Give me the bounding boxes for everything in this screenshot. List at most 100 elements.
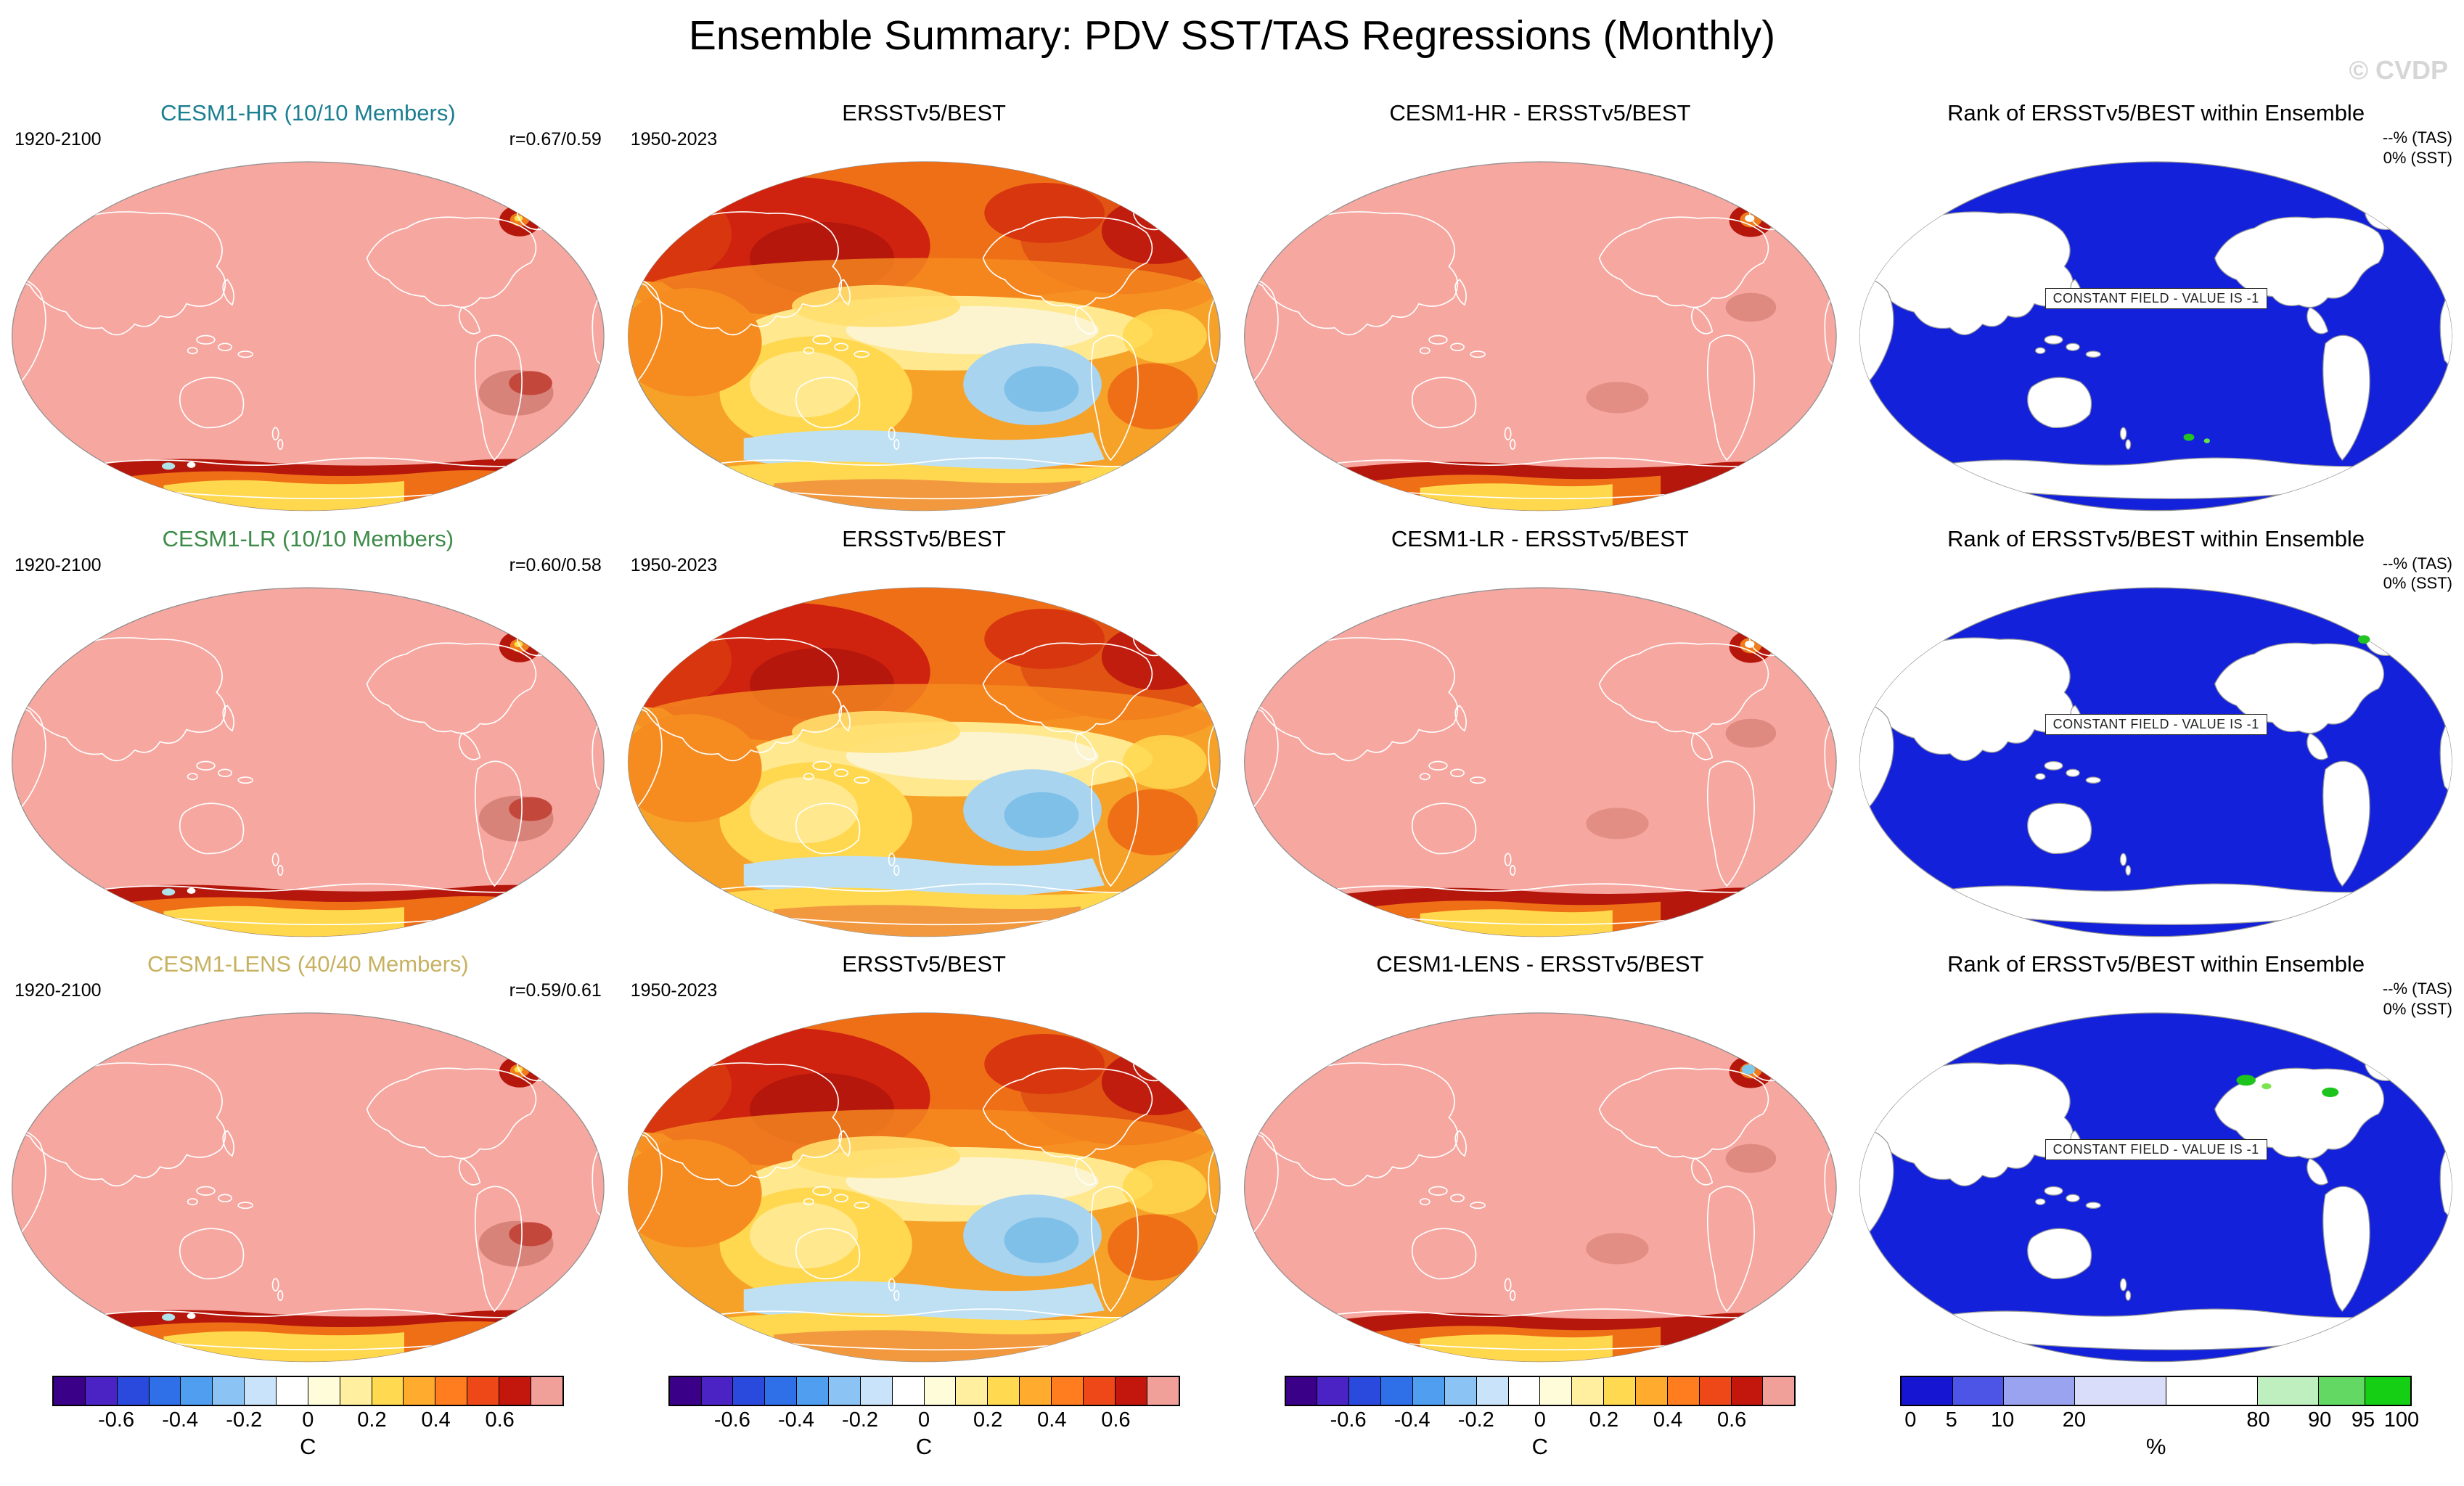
colorbar-tick-label: -0.2 <box>842 1408 879 1432</box>
world-map-model <box>7 577 609 948</box>
rank-green-spots <box>2236 1075 2339 1098</box>
colorbar-segment <box>403 1377 435 1405</box>
colorbar-segment <box>1348 1377 1381 1405</box>
figure-title: Ensemble Summary: PDV SST/TAS Regression… <box>688 12 1776 59</box>
colorbar-segment <box>84 1377 117 1405</box>
panel-correlation: r=0.67/0.59 <box>509 129 602 149</box>
colorbar-tick-label: 0.6 <box>1716 1408 1747 1432</box>
colorbar-segment <box>923 1377 956 1405</box>
panel-period: 1920-2100 <box>15 554 102 575</box>
colorbar-tick-label: 0.6 <box>1101 1408 1131 1432</box>
colorbar-segment <box>1902 1377 1952 1405</box>
colorbar-tick-label: 20 <box>2062 1408 2086 1432</box>
panel-diff-row3: CESM1-LENS - ERSSTv5/BEST <box>1232 947 1849 1373</box>
map-grid: CESM1-HR (10/10 Members) 1920-2100 r=0.6… <box>0 96 2464 1373</box>
colorbar-segment <box>1285 1377 1317 1405</box>
panel-period: 1950-2023 <box>630 980 718 1001</box>
map-container: CONSTANT FIELD - VALUE IS -1 <box>1855 577 2457 948</box>
colorbar-segment <box>796 1377 829 1405</box>
colorbar-segment <box>700 1377 733 1405</box>
panel-title: CESM1-LENS - ERSSTv5/BEST <box>1376 951 1704 977</box>
panel-subtitle-row <box>1240 554 1841 577</box>
colorbar-segment <box>764 1377 797 1405</box>
world-map-difference <box>1240 577 1841 948</box>
colorbar-segment <box>307 1377 340 1405</box>
constant-field-label: CONSTANT FIELD - VALUE IS -1 <box>2045 713 2267 735</box>
world-map-observations <box>623 1002 1225 1373</box>
colorbar-tick-label: 0.4 <box>1037 1408 1067 1432</box>
colorbar-segment <box>1380 1377 1412 1405</box>
rank-tas: --% (TAS) <box>2382 128 2452 147</box>
colorbar-tick-label: 0 <box>1904 1408 1917 1432</box>
panel-subtitle-row: --% (TAS) 0% (SST) <box>1855 128 2457 167</box>
panel-subtitle-row: --% (TAS) 0% (SST) <box>1855 554 2457 593</box>
panel-subtitle-row: 1950-2023 <box>623 979 1225 1002</box>
panel-subtitle-row: --% (TAS) 0% (SST) <box>1855 979 2457 1018</box>
colorbar-segment <box>1762 1377 1795 1405</box>
world-map-model <box>7 151 609 522</box>
rank-percentages: --% (TAS) 0% (SST) <box>2383 128 2452 168</box>
panel-subtitle-row: 1920-2100 r=0.67/0.59 <box>7 128 609 151</box>
map-container <box>623 1002 1225 1373</box>
colorbar-segment <box>54 1377 85 1405</box>
panel-cesm1-hr-mean: CESM1-HR (10/10 Members) 1920-2100 r=0.6… <box>0 96 616 522</box>
map-container <box>1240 151 1841 522</box>
panel-cesm1-lr-mean: CESM1-LR (10/10 Members) 1920-2100 r=0.6… <box>0 522 616 948</box>
world-map-difference <box>1240 1002 1841 1373</box>
colorbar-segment <box>2003 1377 2075 1405</box>
rank-tas: --% (TAS) <box>2382 980 2452 998</box>
map-container: CONSTANT FIELD - VALUE IS -1 <box>1855 151 2457 522</box>
map-container: CONSTANT FIELD - VALUE IS -1 <box>1855 1002 2457 1373</box>
colorbar-tick-label: 5 <box>1945 1408 1957 1432</box>
colorbar-tick-label: 0 <box>302 1408 314 1432</box>
world-map-rank <box>1855 577 2457 948</box>
colorbar-segment <box>1019 1377 1052 1405</box>
colorbar-ticks: 0 5 10 20 80 90 95 100 <box>1900 1408 2419 1434</box>
colorbar-tick-label: 0 <box>1534 1408 1546 1432</box>
colorbar-segment <box>2364 1377 2410 1405</box>
rank-sst: 0% (SST) <box>2383 148 2452 167</box>
colorbar-tick-label: 10 <box>1991 1408 2015 1432</box>
panel-title: CESM1-LENS (40/40 Members) <box>147 951 469 977</box>
diff-cool-spot <box>1741 1064 1755 1075</box>
colorbar-row: -0.6 -0.4 -0.2 0 0.2 0.4 0.6 C -0.6 -0.4 -0.2 0 0.… <box>0 1376 2464 1485</box>
colorbar-segment <box>1444 1377 1476 1405</box>
world-map-model <box>7 1002 609 1373</box>
panel-rank-row3: Rank of ERSSTv5/BEST within Ensemble --%… <box>1848 947 2464 1373</box>
colorbar-segment <box>1698 1377 1731 1405</box>
panel-title: CESM1-HR (10/10 Members) <box>160 100 456 126</box>
panel-subtitle-row: 1920-2100 r=0.59/0.61 <box>7 979 609 1002</box>
colorbar-unit: % <box>2145 1434 2166 1459</box>
colorbar-tick-label: 0.2 <box>357 1408 387 1432</box>
colorbar-tick-label: 90 <box>2308 1408 2332 1432</box>
colorbar-segment <box>371 1377 404 1405</box>
colorbar-tick-label: -0.6 <box>98 1408 135 1432</box>
rank-green-spots <box>2358 635 2370 644</box>
colorbar-segment <box>669 1377 701 1405</box>
colorbar-unit: C <box>300 1434 316 1459</box>
map-container <box>623 151 1225 522</box>
colorbar-gradient <box>1900 1376 2412 1406</box>
colorbar-unit: C <box>1531 1434 1549 1459</box>
colorbar-tick-label: -0.2 <box>1457 1408 1494 1432</box>
colorbar-segment <box>276 1377 308 1405</box>
panel-period: 1950-2023 <box>630 129 718 149</box>
regression-colorbar-3: -0.6 -0.4 -0.2 0 0.2 0.4 0.6 C <box>1284 1376 1796 1485</box>
colorbar-ticks: -0.6 -0.4 -0.2 0 0.2 0.4 0.6 <box>668 1408 1180 1434</box>
panel-title: Rank of ERSSTv5/BEST within Ensemble <box>1947 100 2365 126</box>
panel-period: 1950-2023 <box>630 554 718 575</box>
colorbar-tick-label: -0.6 <box>713 1408 750 1432</box>
colorbar-segment <box>987 1377 1020 1405</box>
colorbar-segment <box>148 1377 181 1405</box>
map-container <box>7 1002 609 1373</box>
colorbar-segment <box>499 1377 531 1405</box>
colorbar-segment <box>955 1377 988 1405</box>
regression-colorbar-2: -0.6 -0.4 -0.2 0 0.2 0.4 0.6 C <box>668 1376 1180 1485</box>
colorbar-segment <box>212 1377 245 1405</box>
world-map-difference <box>1240 151 1841 522</box>
colorbar-segment <box>1507 1377 1540 1405</box>
panel-title: Rank of ERSSTv5/BEST within Ensemble <box>1947 525 2365 551</box>
map-container <box>7 151 609 522</box>
map-container <box>1240 577 1841 948</box>
